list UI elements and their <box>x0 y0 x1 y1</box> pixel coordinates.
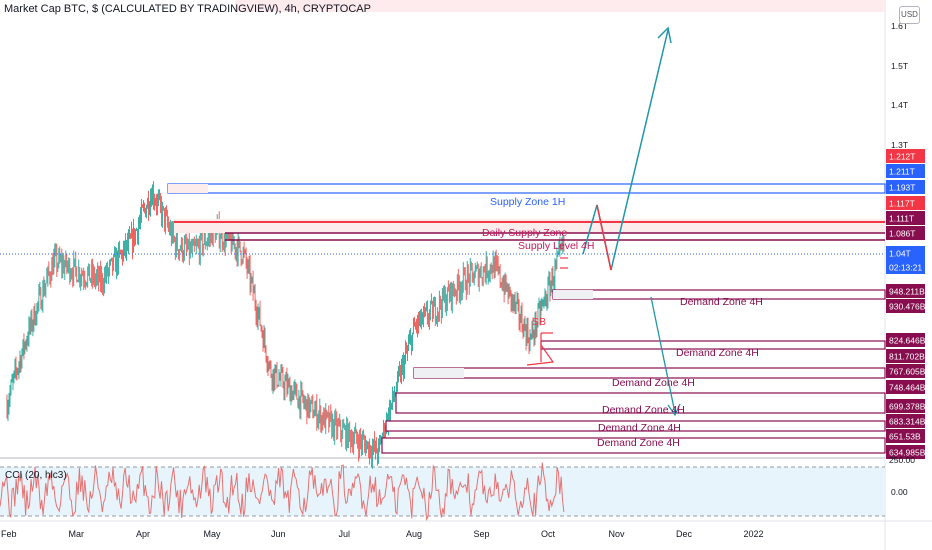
tick-1-4t: 1.4T <box>891 100 908 110</box>
demand-zone-3[interactable] <box>413 367 886 379</box>
cci-line <box>0 462 565 522</box>
demand-zone-1[interactable] <box>552 289 886 300</box>
price-label: 767.605B <box>886 364 926 378</box>
label-sb: SB <box>532 316 546 328</box>
time-label-may: May <box>204 529 222 539</box>
price-label: 651.53B <box>886 429 925 443</box>
svg-text:699.378B: 699.378B <box>889 402 926 412</box>
chart-title: Market Cap BTC, $ (CALCULATED BY TRADING… <box>4 3 371 15</box>
top-highlight-zone <box>235 0 885 12</box>
price-label: 1.04T <box>886 246 925 260</box>
svg-text:824.646B: 824.646B <box>889 336 926 346</box>
projection-down-arrow <box>650 296 681 417</box>
svg-text:683.314B: 683.314B <box>889 417 926 427</box>
svg-text:767.605B: 767.605B <box>889 367 926 377</box>
label-demand-zone-6: Demand Zone 4H <box>597 437 680 449</box>
time-axis[interactable]: Feb Mar Apr May Jun Jul Aug Sep Oct Nov Dec 2022 <box>1 529 764 539</box>
price-label: 748.464B <box>886 380 926 394</box>
label-daily-supply-zone: Daily Supply Zone <box>482 227 567 239</box>
svg-text:1.111T: 1.111T <box>889 214 914 224</box>
time-label-mar: Mar <box>69 529 85 539</box>
label-demand-zone-5: Demand Zone 4H <box>598 422 681 434</box>
label-demand-zone-3: Demand Zone 4H <box>612 377 695 389</box>
projection-up-arrow <box>582 26 672 271</box>
time-label-oct: Oct <box>541 529 556 539</box>
svg-text:02:13:21: 02:13:21 <box>889 263 922 273</box>
label-supply-level-4h: Supply Level 4H <box>518 240 594 252</box>
cci-title: CCI (20, hlc3) <box>5 470 67 481</box>
svg-text:1.193T: 1.193T <box>889 183 915 193</box>
demand-zone-5[interactable] <box>385 420 886 432</box>
svg-text:1.117T: 1.117T <box>889 199 915 209</box>
price-label: 634.985B <box>886 445 926 459</box>
zone-labels: Supply Zone 1H Daily Supply Zone Supply … <box>482 196 763 449</box>
time-label-jun: Jun <box>271 529 286 539</box>
supply-zone-1h[interactable] <box>167 183 886 194</box>
price-label: 1.212T <box>886 149 925 163</box>
time-label-dec: Dec <box>676 529 693 539</box>
price-label: 930.476B <box>886 299 926 313</box>
time-label-apr: Apr <box>136 529 150 539</box>
svg-text:948.211B: 948.211B <box>889 287 925 297</box>
price-label: 1.193T <box>886 180 925 194</box>
supply-level-4h-marker <box>560 257 568 269</box>
sb-marker <box>526 332 555 366</box>
price-label-stack: 1.212T 1.211T 1.193T 1.117T 1.111T 1.086T 1.04… <box>886 149 926 459</box>
svg-text:1.086T: 1.086T <box>889 229 915 239</box>
osc-tick-250: 250.00 <box>889 455 915 465</box>
svg-text:1.04T: 1.04T <box>889 249 911 259</box>
price-label: 1.117T <box>886 196 925 210</box>
time-label-feb: Feb <box>1 529 17 539</box>
time-label-nov: Nov <box>609 529 626 539</box>
candlestick-series <box>6 181 565 469</box>
demand-zone-4[interactable] <box>395 392 886 414</box>
daily-supply-zone[interactable] <box>174 219 885 241</box>
price-label: 1.211T <box>886 164 925 178</box>
demand-zone-6[interactable] <box>381 437 886 454</box>
label-demand-zone-1: Demand Zone 4H <box>680 296 763 308</box>
price-label: 824.646B <box>886 333 926 347</box>
svg-text:634.985B: 634.985B <box>889 448 926 458</box>
label-demand-zone-2: Demand Zone 4H <box>676 347 759 359</box>
time-label-aug: Aug <box>406 529 422 539</box>
svg-text:930.476B: 930.476B <box>889 302 926 312</box>
svg-text:1.212T: 1.212T <box>889 152 915 162</box>
time-label-sep: Sep <box>474 529 490 539</box>
tick-1-5t: 1.5T <box>891 61 908 71</box>
time-label-2022: 2022 <box>744 529 764 539</box>
time-label-jul: Jul <box>339 529 351 539</box>
label-demand-zone-4: Demand Zone 4H <box>602 404 685 416</box>
svg-text:1.211T: 1.211T <box>889 167 915 177</box>
label-supply-zone-1h: Supply Zone 1H <box>490 196 565 208</box>
price-label: 683.314B <box>886 414 926 428</box>
tick-1-6t: 1.6T <box>891 21 908 31</box>
price-label: 699.378B <box>886 399 926 413</box>
price-label: 948.211B <box>886 284 925 298</box>
svg-text:811.702B: 811.702B <box>889 352 925 362</box>
price-label: 02:13:21 <box>886 260 925 274</box>
cci-pane <box>0 462 885 522</box>
svg-text:651.53B: 651.53B <box>889 432 921 442</box>
price-label: 811.702B <box>886 349 925 363</box>
cci-band <box>0 467 885 516</box>
price-label: 1.086T <box>886 226 925 240</box>
currency-button[interactable]: USD <box>899 6 920 24</box>
osc-tick-0: 0.00 <box>891 487 908 497</box>
price-label: 1.111T <box>886 211 925 225</box>
svg-text:748.464B: 748.464B <box>889 383 926 393</box>
price-axis[interactable]: 1.6T 1.5T 1.4T 1.3T 1.212T1.211T1.193T1.… <box>886 21 926 497</box>
tick-1-3t: 1.3T <box>891 140 908 150</box>
